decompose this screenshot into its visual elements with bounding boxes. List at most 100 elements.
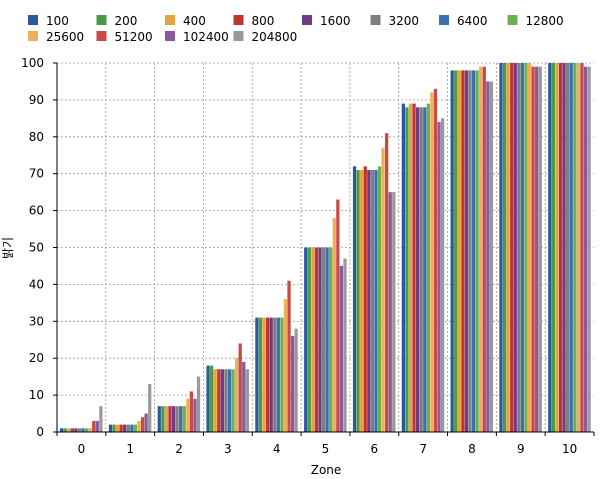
y-tick-label: 30 [29, 314, 44, 328]
bar [419, 107, 423, 432]
bar [112, 424, 116, 432]
bar [510, 63, 514, 432]
bar [489, 81, 494, 432]
bar [502, 63, 507, 432]
y-tick-label: 100 [21, 56, 44, 70]
legend-swatch [96, 15, 107, 25]
legend-label: 1600 [320, 14, 351, 28]
x-tick-label: 2 [175, 442, 183, 456]
bar [457, 70, 461, 432]
bar [433, 88, 438, 432]
bar [276, 317, 280, 432]
bar [569, 63, 573, 432]
bar [416, 107, 420, 432]
bar [217, 369, 221, 432]
bar [133, 424, 138, 432]
x-tick-label: 7 [419, 442, 427, 456]
bar [520, 63, 525, 432]
legend-swatch [28, 31, 38, 41]
legend-swatch [233, 31, 244, 41]
bar [220, 369, 224, 432]
bar [265, 317, 270, 432]
bar [329, 247, 333, 432]
bar [92, 420, 96, 432]
legend-swatch [233, 15, 244, 25]
bar [311, 247, 315, 432]
legend-item: 800 [233, 14, 274, 28]
legend-item: 100 [28, 14, 69, 28]
x-tick-label: 4 [273, 442, 281, 456]
bar [576, 63, 580, 432]
bar [385, 133, 389, 433]
bar [161, 406, 165, 432]
bar [164, 406, 169, 432]
bar [531, 66, 535, 432]
bar [566, 63, 570, 432]
bar [196, 376, 201, 432]
bar [475, 70, 479, 432]
bar [440, 118, 445, 432]
legend-swatch [439, 15, 449, 25]
bar [227, 369, 232, 432]
y-tick-label: 60 [29, 204, 44, 218]
bar [148, 384, 152, 432]
bar [352, 166, 357, 432]
bar [182, 406, 186, 432]
legend-item: 6400 [439, 14, 488, 28]
bar [210, 365, 214, 432]
bar [381, 147, 385, 432]
bar [468, 70, 472, 432]
bar [587, 66, 591, 432]
bar [224, 369, 228, 432]
x-tick-label: 1 [126, 442, 134, 456]
bar [168, 406, 172, 432]
legend-item: 25600 [28, 30, 84, 44]
bar [580, 63, 584, 432]
bar [517, 63, 521, 432]
legend-label: 25600 [46, 30, 84, 44]
bar [140, 417, 145, 432]
legend-item: 200 [96, 14, 138, 28]
bar [290, 336, 295, 432]
legend-swatch [96, 31, 107, 41]
bar [307, 247, 311, 432]
legend-label: 400 [183, 14, 206, 28]
legend-label: 51200 [115, 30, 153, 44]
bar [535, 66, 539, 432]
legend-item: 1600 [302, 14, 351, 28]
x-tick-label: 8 [468, 442, 476, 456]
bar [430, 92, 434, 433]
bar [231, 369, 235, 432]
bar [235, 358, 239, 432]
bar [377, 166, 382, 432]
bar [486, 81, 490, 432]
bar [506, 63, 510, 432]
y-axis-title: 밝기 [1, 237, 15, 259]
bar [115, 424, 120, 432]
bar [374, 170, 378, 432]
bar [186, 398, 190, 432]
bar [262, 317, 266, 432]
y-tick-labels: 0 10 20 30 40 50 60 70 80 90 100 [21, 56, 44, 439]
bar [370, 170, 375, 432]
legend-label: 102400 [183, 30, 229, 44]
bar [171, 406, 176, 432]
bar [548, 63, 552, 432]
legend-label: 200 [115, 14, 138, 28]
bar [119, 424, 123, 432]
legend-swatch [165, 31, 175, 41]
bar [321, 247, 326, 432]
y-tick-label: 10 [29, 388, 44, 402]
bar [108, 424, 113, 432]
bars [60, 63, 591, 433]
bar [175, 406, 179, 432]
bar [551, 63, 556, 432]
legend-swatch [370, 15, 381, 25]
bar [77, 428, 82, 432]
legend-item: 102400 [165, 30, 229, 44]
bar [450, 70, 454, 432]
bar [74, 428, 78, 432]
x-tick-label: 0 [78, 442, 86, 456]
bar [283, 299, 288, 432]
